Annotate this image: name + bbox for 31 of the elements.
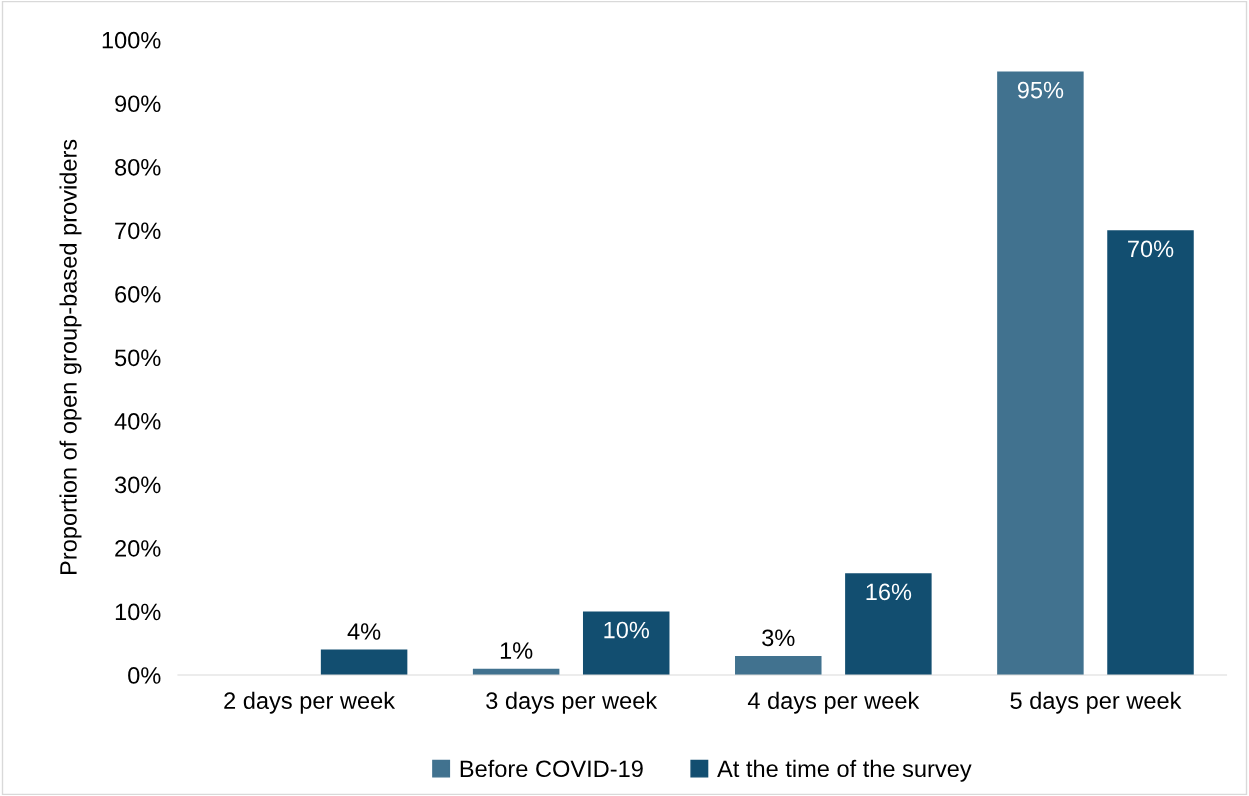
y-tick-label: 70% xyxy=(115,222,161,240)
y-tick-label: 50% xyxy=(115,349,161,367)
x-tick-label: 4 days per week xyxy=(747,691,920,714)
y-tick-label: 60% xyxy=(115,285,161,303)
bar xyxy=(320,649,408,676)
y-tick-label: 20% xyxy=(115,540,161,557)
data-label: 16% xyxy=(866,583,912,601)
data-label: 3% xyxy=(762,629,795,647)
data-label: 1% xyxy=(500,642,533,659)
legend-label: Before COVID-19 xyxy=(460,759,643,778)
y-tick-label: 40% xyxy=(114,412,161,430)
bar xyxy=(735,655,822,676)
x-tick-label: 3 days per week xyxy=(486,691,658,714)
y-tick-label: 0% xyxy=(128,667,161,684)
data-label: 10% xyxy=(604,621,650,639)
y-tick-label: 10% xyxy=(115,603,161,621)
data-label: 95% xyxy=(1017,81,1064,99)
data-label: 70% xyxy=(1128,240,1174,258)
y-tick-label: 100% xyxy=(102,31,161,49)
bar xyxy=(1107,230,1194,676)
x-tick-label: 5 days per week xyxy=(1010,691,1182,714)
y-tick-label: 90% xyxy=(115,95,161,113)
data-label: 4% xyxy=(347,623,381,640)
legend-label: At the time of the survey xyxy=(717,759,972,782)
y-axis-title: Proportion of open group-based providers xyxy=(59,139,82,574)
bar xyxy=(845,573,932,676)
x-tick-label: 2 days per week xyxy=(224,691,396,714)
y-tick-label: 80% xyxy=(115,158,161,176)
bar xyxy=(997,71,1084,676)
y-tick-label: 30% xyxy=(114,476,161,494)
bar xyxy=(582,611,670,676)
